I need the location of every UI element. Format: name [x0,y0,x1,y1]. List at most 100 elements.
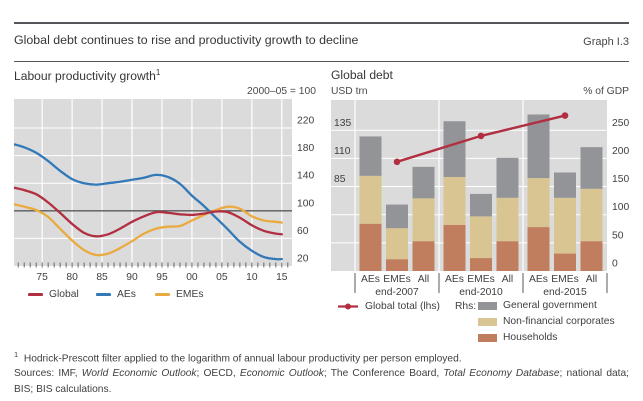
households-bar-segment [527,227,550,271]
x-axis-tick-label: 75 [36,272,48,283]
global-line-swatch [28,293,43,296]
y-axis-tick-label: 140 [297,171,314,182]
right-panel-title: Global debt [331,68,393,82]
global-total-point [477,132,485,140]
source-text: ; The Conference Board, [323,368,444,379]
global-total-point [561,112,569,119]
non-financial-corporates-bar-segment [527,178,550,228]
non-financial-corporates-bar-segment [412,198,435,242]
general-government-bar-segment [580,147,603,189]
source-publication: World Economic Outlook [81,368,197,379]
legend-label-global-total: Global total (lhs) [365,301,440,312]
households-bar-segment [554,253,576,271]
legend-item-global: Global [28,289,79,300]
legend-label-aes: AEs [117,289,136,300]
top-rule [14,22,629,24]
footnote-text: Hodrick-Prescott filter applied to the l… [23,353,462,365]
x-axis-tick-label: 10 [246,272,258,283]
footnote-marker: 1 [14,350,19,359]
y-axis-tick-label: 60 [297,226,309,237]
general-government-bar-segment [470,193,492,217]
category-label: EMEs [467,274,494,285]
footnote-marker-sup: 1 [155,68,161,77]
general-government-bar-segment [443,121,466,177]
page-title: Global debt continues to rise and produc… [14,33,359,47]
right-axis-tick-label: 0 [612,259,618,270]
category-label: All [502,274,513,285]
x-axis-tick-label: 05 [216,272,228,283]
general-government-bar-segment [527,114,550,179]
x-axis-tick-label: 00 [186,272,198,283]
right-axis-tick-label: 200 [612,146,629,157]
source-text: Sources: IMF, [14,368,82,379]
graph-number-label: Graph I.3 [583,36,629,48]
sources-line: Sources: IMF, World Economic Outlook; OE… [14,366,629,397]
households-bar-segment [412,241,435,271]
category-label: All [586,274,597,285]
usd-trn-axis-label: USD trn [331,86,368,97]
right-axis-tick-label: 100 [612,202,629,213]
legend-label-global: Global [49,289,79,300]
nonfinancial-corporates-swatch [478,317,497,326]
x-axis-tick-label: 80 [66,272,78,283]
emes-series-line [14,203,283,257]
right-axis-tick-label: 50 [612,230,624,241]
group-label: end-2015 [543,287,587,298]
households-bar-segment [386,259,408,271]
households-bar-segment [580,241,603,271]
legend-item-nonfinancial-corporates: Non-financial corporates [478,316,615,327]
category-label: All [418,274,429,285]
legend-item-general-government: General government [478,300,615,311]
category-label: EMEs [551,274,578,285]
x-axis-tick-label: 90 [126,272,138,283]
non-financial-corporates-bar-segment [496,197,519,242]
source-text: ; national data; BIS; BIS calculations. [14,368,629,395]
y-axis-tick-label: 100 [297,198,314,209]
left-axis-unit-note: 2000–05 = 100 [246,86,316,97]
x-axis-tick-label: 95 [156,272,168,283]
general-government-bar-segment [496,157,519,198]
left-panel-title: Labour productivity growth1 [14,68,160,83]
legend-item-global-total: Global total (lhs) [337,301,440,312]
emes-line-swatch [155,293,170,296]
legend-label-households: Households [503,332,558,343]
non-financial-corporates-bar-segment [470,216,492,259]
x-axis-tick-label: 85 [96,272,108,283]
households-swatch [478,333,497,342]
general-government-bar-segment [386,204,408,229]
group-label: end-2007 [375,287,419,298]
group-label: end-2010 [459,287,503,298]
right-axis-tick-label: 250 [612,118,629,129]
non-financial-corporates-bar-segment [386,228,408,260]
legend-label-nonfinancial-corporates: Non-financial corporates [503,316,615,327]
rhs-legend-label: Rhs: [455,301,477,312]
households-bar-segment [470,258,492,271]
right-axis-tick-label: 150 [612,174,629,185]
general-government-swatch [478,301,497,310]
general-government-bar-segment [554,172,576,198]
y-axis-tick-label: 20 [297,254,309,265]
legend-item-households: Households [478,332,615,343]
legend-item-emes: EMEs [155,289,203,300]
general-government-bar-segment [412,166,435,199]
aes-series-line [14,143,283,261]
title-underline-rule [14,61,629,62]
source-publication: Economic Outlook [239,368,324,379]
left-axis-tick-label: 135 [334,118,351,129]
non-financial-corporates-bar-segment [580,188,603,242]
y-axis-tick-label: 220 [297,116,314,127]
plot-background [14,99,292,266]
left-axis-tick-label: 110 [334,146,351,157]
footnote: 1 Hodrick-Prescott filter applied to the… [14,350,462,364]
households-bar-segment [443,224,466,271]
x-axis-tick-label: 15 [276,272,288,283]
left-panel-title-text: Labour productivity growth [14,69,156,84]
households-bar-segment [496,241,519,271]
stack-legend: General government Non-financial corpora… [478,300,615,343]
category-label: AEs [361,274,380,285]
non-financial-corporates-bar-segment [443,176,466,225]
category-label: AEs [529,274,548,285]
non-financial-corporates-bar-segment [554,197,576,254]
legend-item-aes: AEs [96,289,136,300]
